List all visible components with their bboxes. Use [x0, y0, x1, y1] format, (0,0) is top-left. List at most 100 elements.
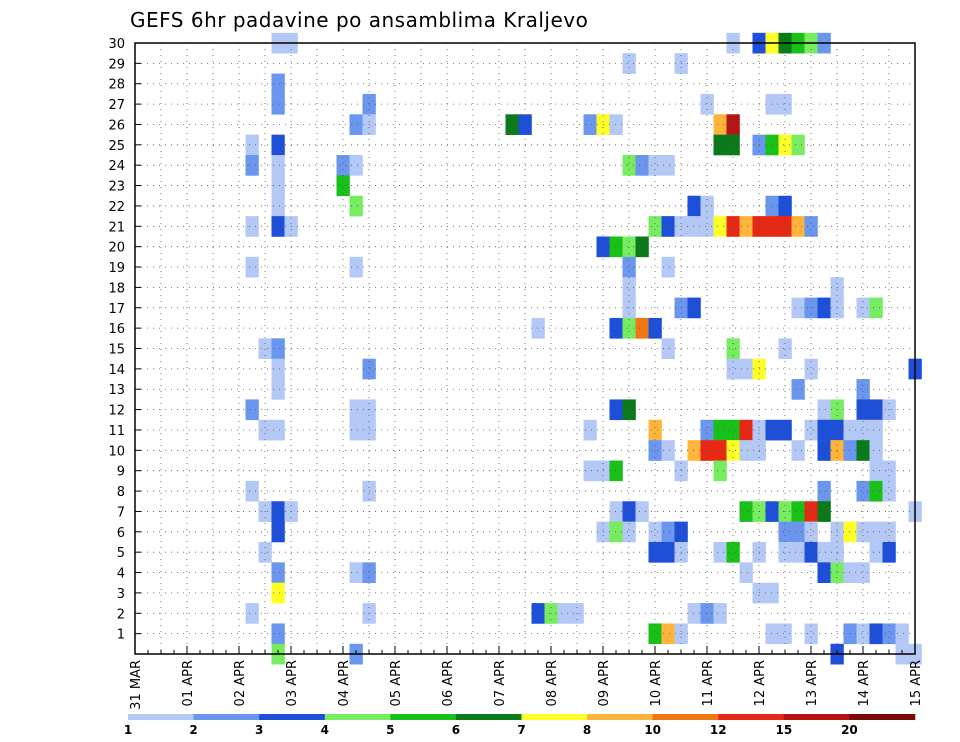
cell-m21-s52 [804, 216, 818, 237]
x-tick-label: 31 MAR [129, 660, 144, 710]
x-tick-label: 01 APR [181, 660, 196, 706]
cell-m17-s53 [817, 297, 831, 319]
cell-m2-s9 [245, 603, 259, 624]
cell-m11-s47 [739, 419, 753, 441]
chart-title: GEFS 6hr padavine po ansamblima Kraljevo [130, 8, 589, 32]
cell-m5-s53 [817, 541, 831, 563]
cell-m17-s43 [687, 297, 701, 319]
cell-m21-s50 [778, 216, 792, 237]
y-tick-label: 21 [108, 220, 125, 235]
cell-m4-s56 [856, 562, 870, 584]
cell-m7-s53 [817, 501, 831, 522]
legend-swatch [718, 714, 785, 720]
cell-m23-s11 [271, 175, 285, 197]
cell-m11-s49 [765, 419, 779, 441]
legend-swatch [324, 714, 391, 720]
y-tick-label: 26 [108, 118, 125, 133]
cell-m7-s37 [609, 501, 623, 522]
cell-m14-s47 [739, 358, 753, 380]
y-tick-label: 10 [108, 444, 125, 459]
y-tick-label: 19 [108, 261, 125, 276]
cell-m6-s52 [804, 521, 818, 543]
legend-swatch [455, 714, 522, 720]
cell-m1-s59 [895, 623, 909, 645]
legend-label: 8 [583, 723, 591, 737]
cell-m15-s11 [271, 338, 285, 359]
heatmap-cells [245, 32, 922, 665]
cell-m21-s9 [245, 216, 259, 237]
x-tick-label: 04 APR [337, 660, 352, 706]
cell-m17-s57 [869, 297, 883, 319]
cell-m6-s41 [661, 521, 675, 543]
legend-label: 12 [710, 723, 727, 737]
cell-m8-s56 [856, 480, 870, 502]
cell-m15-s50 [778, 338, 792, 359]
y-tick-label: 7 [117, 505, 125, 520]
cell-m10-s41 [661, 440, 675, 461]
color-legend: 1 2 3 4 5 6 7 8 10 12 15 20 [124, 714, 916, 737]
cell-m24-s16 [336, 155, 350, 176]
cell-m24-s17 [349, 155, 363, 176]
cell-m18-s38 [622, 277, 636, 298]
y-tick-label: 28 [108, 78, 125, 93]
cell-m10-s45 [713, 440, 727, 461]
cell-m24-s9 [245, 155, 259, 176]
y-tick-label: 22 [108, 200, 125, 215]
cell-m29-s38 [622, 53, 636, 74]
cell-m10-s57 [869, 440, 883, 461]
cell-m1-s11 [271, 623, 285, 645]
cell-m12-s9 [245, 399, 259, 421]
cell-m25-s9 [245, 134, 259, 156]
cell-m6-s38 [622, 521, 636, 543]
cell-m4-s53 [817, 562, 831, 584]
legend-swatch [259, 714, 326, 720]
x-tick-label: 14 APR [857, 660, 872, 706]
x-tick-label: 11 APR [701, 660, 716, 706]
cell-m15-s10 [258, 338, 272, 359]
cell-m21-s40 [648, 216, 662, 237]
cell-m4-s11 [271, 562, 285, 584]
legend-label: 1 [124, 723, 132, 737]
cell-m21-s46 [726, 216, 740, 237]
cell-m26-s17 [349, 114, 363, 135]
cell-m25-s46 [726, 134, 740, 156]
axis-ticks [134, 42, 916, 654]
cell-m11-s52 [804, 419, 818, 441]
cell-m11-s57 [869, 419, 883, 441]
cell-m5-s58 [882, 541, 896, 563]
y-tick-label: 1 [117, 628, 125, 643]
cell-m12-s17 [349, 399, 363, 421]
legend-swatch [587, 714, 653, 720]
y-tick-label: 23 [108, 180, 125, 195]
cell-m16-s37 [609, 317, 623, 339]
cell-m9-s45 [713, 460, 727, 482]
y-tick-label: 27 [108, 98, 125, 113]
cell-m7-s51 [791, 501, 805, 522]
cell-m7-s11 [271, 501, 285, 522]
cell-m16-s38 [622, 317, 636, 339]
cell-m17-s51 [791, 297, 805, 319]
cell-m25-s50 [778, 134, 792, 156]
cell-m10-s43 [687, 440, 701, 461]
legend-swatch [193, 714, 260, 720]
y-tick-label: 18 [108, 281, 125, 296]
y-tick-label: 3 [117, 587, 125, 602]
cell-m21-s41 [661, 216, 675, 237]
cell-m20-s39 [635, 236, 649, 258]
cell-m26-s29 [505, 114, 519, 135]
cell-m16-s40 [648, 317, 662, 339]
cell-m25-s11 [271, 134, 285, 156]
cell-m1-s56 [856, 623, 870, 645]
cell-m20-s38 [622, 236, 636, 258]
cell-m9-s37 [609, 460, 623, 482]
cell-m8-s53 [817, 480, 831, 502]
cell-m21-s47 [739, 216, 753, 237]
legend-label: 20 [841, 723, 858, 737]
cell-m15-s46 [726, 338, 740, 359]
cell-m11-s50 [778, 419, 792, 441]
cell-m19-s41 [661, 256, 675, 278]
cell-m6-s55 [843, 521, 857, 543]
y-tick-label: 17 [108, 302, 125, 317]
cell-m24-s39 [635, 155, 649, 176]
